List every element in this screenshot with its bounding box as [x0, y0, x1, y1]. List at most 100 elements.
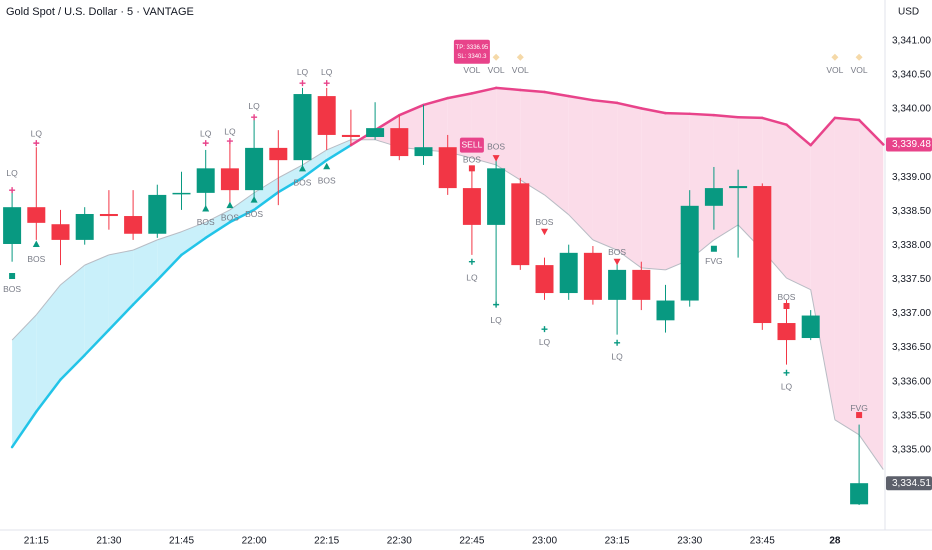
- marker-square: [856, 412, 863, 419]
- band-fill: [302, 149, 327, 178]
- fast-line: [615, 101, 643, 110]
- band-fill: [496, 87, 521, 180]
- candle-body: [729, 186, 748, 189]
- slow-line: [616, 249, 642, 269]
- annotation-label: LQ: [490, 315, 502, 325]
- x-tick-label: 23:15: [605, 536, 630, 547]
- fast-line: [398, 103, 425, 117]
- annotation-label: LQ: [224, 126, 236, 136]
- band-fill: [810, 117, 835, 420]
- annotation-label: LQ: [611, 351, 623, 361]
- fast-line: [59, 353, 86, 381]
- price-label: 3,339.48: [892, 139, 931, 150]
- fast-line: [736, 115, 764, 120]
- annotation-label: BOS: [608, 247, 626, 257]
- annotation-label: LQ: [297, 67, 309, 77]
- annotation-label: FVG: [705, 256, 722, 266]
- tag-text: SELL: [462, 139, 483, 149]
- marker-plus: [493, 301, 500, 308]
- y-tick-label: 3,335.50: [892, 410, 931, 421]
- fast-line: [277, 176, 304, 194]
- candle-body: [487, 168, 506, 225]
- fast-line: [543, 90, 570, 98]
- annotation-label: LQ: [200, 129, 212, 139]
- band-fill: [859, 119, 884, 470]
- slow-line: [520, 179, 545, 196]
- fast-line: [180, 236, 207, 257]
- x-tick-label: 23:30: [677, 536, 702, 547]
- candle-body: [511, 183, 530, 266]
- candle-body: [196, 168, 215, 193]
- slow-line: [471, 157, 497, 166]
- slow-line: [253, 177, 279, 194]
- slow-line: [641, 267, 666, 271]
- fast-line: [688, 112, 716, 117]
- candle-body: [850, 483, 869, 505]
- band-fill: [157, 231, 182, 281]
- marker-plus: [9, 187, 16, 194]
- candle-body: [583, 252, 602, 300]
- fast-line: [204, 220, 232, 240]
- marker-plus: [614, 339, 621, 346]
- band-fill: [617, 102, 642, 268]
- candle-body: [777, 323, 796, 341]
- price-label: 3,334.51: [892, 478, 931, 489]
- fast-line: [446, 92, 474, 100]
- candle-body: [3, 207, 22, 244]
- annotation-label: VOL: [512, 65, 529, 75]
- candle-body: [317, 96, 336, 135]
- tag-box: [453, 39, 490, 64]
- marker-diamond: [855, 53, 863, 61]
- marker-square: [9, 273, 16, 280]
- candle-body: [341, 134, 360, 137]
- band-fill: [641, 108, 666, 270]
- y-tick-label: 3,341.00: [892, 36, 931, 47]
- x-tick-label: 21:45: [169, 536, 194, 547]
- band-fill: [12, 314, 37, 448]
- annotation-label: BOS: [318, 176, 336, 186]
- y-tick-label: 3,336.00: [892, 376, 931, 387]
- candle-body: [608, 269, 627, 300]
- plot-area: LQ BOS LQ BOS LQ BOS LQ BOS LQ BOS LQ BOS LQ BOS BOS BO…: [3, 39, 885, 505]
- y-tick-label: 3,340.50: [892, 70, 931, 81]
- annotation-label: BOS: [536, 217, 554, 227]
- candle-body: [656, 300, 675, 321]
- candle-body: [535, 265, 554, 294]
- marker-triangle-down: [613, 258, 621, 266]
- band-fill: [229, 192, 255, 223]
- x-tick-label: 21:30: [96, 536, 121, 547]
- candle-body: [704, 188, 723, 206]
- fast-line: [519, 88, 546, 94]
- annotation-label: BOS: [197, 217, 215, 227]
- marker-plus: [202, 140, 209, 147]
- candle-body: [366, 128, 385, 137]
- fast-line: [373, 113, 401, 132]
- fast-line: [131, 278, 159, 306]
- marker-triangle-up: [250, 196, 258, 203]
- fast-line: [252, 190, 280, 212]
- candle-body: [414, 147, 433, 157]
- fast-line: [10, 410, 38, 449]
- fast-line: [301, 158, 328, 180]
- fast-line: [664, 111, 691, 116]
- fast-line: [494, 86, 522, 92]
- fast-line: [857, 118, 885, 146]
- slow-line: [157, 231, 182, 241]
- annotation-label: FVG: [850, 403, 867, 413]
- price-label-box: [886, 137, 932, 152]
- slow-line: [713, 224, 739, 241]
- band-fill: [544, 92, 569, 215]
- x-tick-label: 22:45: [459, 536, 484, 547]
- y-tick-label: 3,339.00: [892, 172, 931, 183]
- x-tick-label: 22:00: [242, 536, 267, 547]
- annotation-label: LQ: [539, 337, 551, 347]
- candle-body: [245, 147, 264, 191]
- marker-square: [783, 302, 790, 309]
- marker-plus: [468, 258, 475, 265]
- y-tick-label: 3,337.50: [892, 274, 931, 285]
- marker-triangle-up: [32, 240, 40, 247]
- slow-line: [84, 254, 110, 266]
- candle-body: [680, 205, 699, 301]
- band-fill: [592, 100, 618, 251]
- candle-body: [75, 213, 94, 240]
